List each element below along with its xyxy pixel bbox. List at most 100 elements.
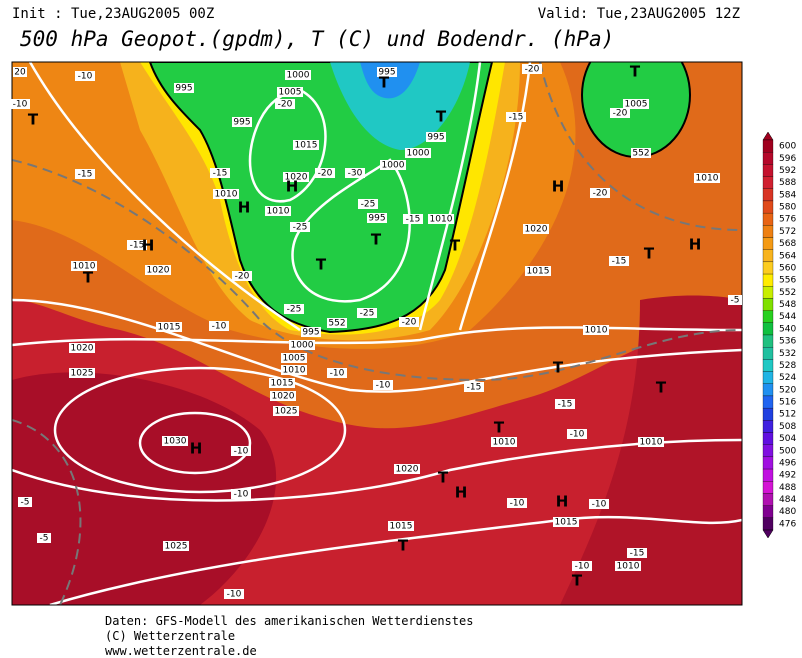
contour-label: -10: [13, 100, 28, 110]
pressure-center: T: [316, 256, 327, 274]
colorbar-label: 600: [779, 142, 796, 152]
label-box: [174, 83, 194, 93]
label-box: [277, 87, 303, 97]
contour-label: 995: [175, 84, 192, 94]
colorbar-swatch: [762, 420, 774, 433]
label-box: [290, 222, 310, 232]
colorbar-label: 528: [779, 361, 796, 371]
colorbar-label: 476: [779, 519, 796, 529]
label-box: [523, 224, 549, 234]
contour-label: 1025: [165, 542, 188, 552]
pressure-center: T: [644, 245, 655, 263]
label-box: [555, 399, 575, 409]
colorbar-label: 540: [779, 324, 796, 334]
label-box: [388, 521, 414, 531]
colorbar-label: 552: [779, 288, 796, 298]
colorbar-swatch: [762, 517, 774, 531]
pressure-center: H: [556, 493, 569, 511]
label-box: [583, 325, 609, 335]
colorbar-swatch: [762, 200, 774, 214]
label-box: [210, 168, 230, 178]
contour-label: -5: [731, 296, 740, 306]
label-box: [281, 365, 307, 375]
label-box: [327, 318, 347, 328]
colorbar-swatch: [762, 164, 774, 177]
contour-label: 1010: [267, 207, 290, 217]
contour-label: -10: [592, 500, 607, 510]
label-box: [610, 108, 630, 118]
colorbar-label: 556: [779, 276, 796, 286]
contour-label: -10: [234, 490, 249, 500]
label-box: [213, 189, 239, 199]
label-box: [394, 464, 420, 474]
contour-label: 1020: [525, 225, 548, 235]
label-box: [18, 497, 32, 507]
colorbar-swatch: [762, 468, 774, 482]
label-box: [380, 160, 406, 170]
label-box: [231, 489, 251, 499]
contour-label: 1000: [287, 71, 310, 81]
label-box: [373, 380, 393, 390]
contour-label: 1015: [158, 323, 181, 333]
contour-label: 995: [378, 68, 395, 78]
contour-label: 995: [233, 118, 250, 128]
label-box: [275, 99, 295, 109]
label-box: [75, 169, 95, 179]
title: 500 hPa Geopot.(gpdm), T (C) und Bodendr…: [20, 27, 614, 51]
contour-label: -25: [360, 309, 375, 319]
contour-label: 1005: [283, 354, 306, 364]
colorbar-label: 500: [779, 446, 796, 456]
contour-label: -20: [593, 189, 608, 199]
contour-label: -15: [78, 170, 93, 180]
label-box: [283, 172, 309, 182]
contour-label: 1010: [640, 438, 663, 448]
contour-label: -10: [78, 72, 93, 82]
colorbar-swatch: [762, 237, 774, 250]
footer-line: (C) Wetterzentrale: [105, 629, 235, 643]
pressure-center: T: [436, 108, 447, 126]
label-box: [289, 340, 315, 350]
colorbar-swatch: [762, 347, 774, 360]
pressure-center: H: [190, 440, 203, 458]
label-box: [464, 382, 484, 392]
colorbar-swatch: [762, 286, 774, 299]
colorbar-swatch: [762, 322, 774, 336]
label-box: [638, 437, 664, 447]
label-box: [13, 67, 27, 77]
pressure-center: T: [83, 269, 94, 287]
contour-label: -10: [234, 447, 249, 457]
contour-label: -5: [40, 534, 49, 544]
contour-label: 1015: [390, 522, 413, 532]
pressure-center: T: [656, 379, 667, 397]
contour-label: 1030: [164, 437, 187, 447]
label-box: [327, 368, 347, 378]
contour-label: -15: [612, 257, 627, 267]
pressure-center: H: [142, 237, 155, 255]
colorbar-swatch: [762, 188, 774, 202]
init-time: Init : Tue,23AUG2005 00Z: [12, 6, 214, 22]
colorbar-label: 512: [779, 410, 796, 420]
colorbar-label: 536: [779, 337, 796, 347]
colorbar-swatch: [762, 152, 774, 165]
label-box: [163, 541, 189, 551]
contour-label: -15: [130, 241, 145, 251]
label-box: [71, 261, 97, 271]
label-box: [10, 99, 30, 109]
colorbar-label: 560: [779, 263, 796, 273]
colorbar-label: 508: [779, 422, 796, 432]
contour-label: 1000: [382, 161, 405, 171]
label-box: [358, 199, 378, 209]
colorbar-label: 488: [779, 483, 796, 493]
colorbar-swatch: [762, 176, 774, 189]
label-box: [567, 429, 587, 439]
colorbar-label: 568: [779, 239, 796, 249]
label-box: [345, 168, 365, 178]
label-box: [145, 265, 171, 275]
label-box: [405, 148, 431, 158]
colorbar-swatch: [762, 395, 774, 409]
label-box: [301, 327, 321, 337]
label-box: [270, 391, 296, 401]
label-box: [357, 308, 377, 318]
label-box: [231, 446, 251, 456]
contour-label: -20: [235, 272, 250, 282]
